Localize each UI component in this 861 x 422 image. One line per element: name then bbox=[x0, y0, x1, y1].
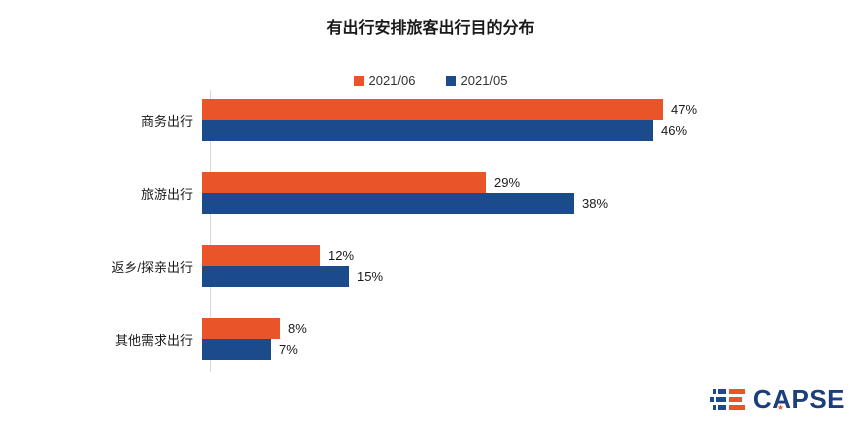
bar-value-label: 15% bbox=[357, 269, 384, 284]
legend-label: 2021/06 bbox=[368, 73, 416, 88]
bar-row: 38% bbox=[202, 193, 608, 214]
bar-2021/06 bbox=[202, 172, 486, 193]
bar-row: 46% bbox=[202, 120, 697, 141]
legend-item-2021/06: 2021/06 bbox=[353, 73, 416, 88]
bar-value-label: 46% bbox=[661, 123, 688, 138]
bar-2021/06 bbox=[202, 318, 280, 339]
bar-group: 返乡/探亲出行 12% 15% bbox=[0, 245, 861, 287]
bar-2021/05 bbox=[202, 193, 574, 214]
bar-value-label: 12% bbox=[328, 248, 355, 263]
bar-row: 8% bbox=[202, 318, 307, 339]
legend-swatch-icon bbox=[445, 75, 456, 86]
capse-logo: CAPSE ★ bbox=[709, 386, 845, 412]
bar-value-label: 7% bbox=[279, 342, 298, 357]
category-label: 返乡/探亲出行 bbox=[111, 259, 193, 275]
bar-row: 15% bbox=[202, 266, 383, 287]
bar-2021/05 bbox=[202, 120, 653, 141]
capse-logo-icon bbox=[709, 388, 745, 410]
plot-groups: 商务出行 47% 46% 旅游出行 29% 38% 返乡/探亲出行 12% 15% 其他需求出行 8… bbox=[0, 99, 861, 360]
y-axis-line bbox=[210, 90, 211, 372]
category-label: 旅游出行 bbox=[140, 186, 193, 202]
category-label: 商务出行 bbox=[140, 113, 193, 129]
capse-logo-text: CAPSE ★ bbox=[753, 386, 845, 412]
bar-value-label: 29% bbox=[494, 175, 521, 190]
bar-group: 其他需求出行 8% 7% bbox=[0, 318, 861, 360]
bar-group: 旅游出行 29% 38% bbox=[0, 172, 861, 214]
bar-row: 7% bbox=[202, 339, 307, 360]
bar-row: 47% bbox=[202, 99, 697, 120]
bar-2021/05 bbox=[202, 339, 271, 360]
legend-label: 2021/05 bbox=[460, 73, 508, 88]
category-label: 其他需求出行 bbox=[114, 332, 193, 348]
bar-value-label: 38% bbox=[582, 196, 609, 211]
legend-item-2021/05: 2021/05 bbox=[445, 73, 508, 88]
capse-star-icon: ★ bbox=[776, 403, 785, 412]
bar-value-label: 8% bbox=[288, 321, 307, 336]
capse-logo-label: CAPSE bbox=[752, 384, 845, 414]
bar-group: 商务出行 47% 46% bbox=[0, 99, 861, 141]
bar-2021/05 bbox=[202, 266, 349, 287]
plot-area: 商务出行 47% 46% 旅游出行 29% 38% 返乡/探亲出行 12% 15% 其他需求出行 8… bbox=[0, 90, 861, 372]
bar-row: 12% bbox=[202, 245, 383, 266]
chart-title: 有出行安排旅客出行目的分布 bbox=[326, 20, 535, 37]
bar-row: 29% bbox=[202, 172, 608, 193]
legend-swatch-icon bbox=[353, 75, 364, 86]
bar-value-label: 47% bbox=[671, 102, 698, 117]
chart-legend: 2021/06 2021/05 bbox=[0, 73, 861, 88]
bar-2021/06 bbox=[202, 245, 320, 266]
bar-2021/06 bbox=[202, 99, 663, 120]
